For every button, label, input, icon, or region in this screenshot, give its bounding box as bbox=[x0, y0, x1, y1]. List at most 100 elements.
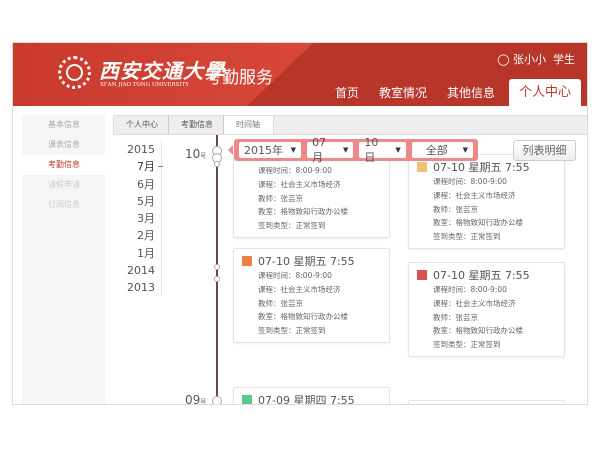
sidebar-item-schedule[interactable]: 课表信息 bbox=[48, 140, 80, 149]
breadcrumb: 个人中心 考勤信息 时间轴 bbox=[113, 115, 587, 135]
chevron-down-icon: ▼ bbox=[343, 146, 349, 154]
text: 签到类型： bbox=[258, 221, 296, 231]
text: 课程： bbox=[433, 190, 456, 200]
type-select[interactable]: 全部 ▼ bbox=[411, 142, 473, 158]
day-number: 09 bbox=[185, 393, 201, 405]
month-item[interactable]: 2月 bbox=[137, 229, 155, 243]
year-select[interactable]: 2015年 ▼ bbox=[239, 142, 302, 158]
text: 张芸京 bbox=[455, 312, 479, 322]
header: 西安交通大學 XI'AN JIAO TONG UNIVERSITY 考勤服务 ◯… bbox=[13, 43, 587, 106]
text: 张芸京 bbox=[455, 204, 479, 214]
text: 社会主义市场经济 bbox=[280, 284, 341, 294]
text: 8:00-9:00 bbox=[470, 177, 507, 186]
day-label: 10号 bbox=[185, 147, 206, 161]
chevron-down-icon: ▼ bbox=[395, 146, 401, 154]
card-teacher: 教师：张芸京 bbox=[242, 297, 383, 311]
tab-personal-center[interactable]: 个人中心 bbox=[508, 79, 581, 106]
tab-classrooms[interactable]: 教室情况 bbox=[378, 86, 427, 100]
year-item[interactable]: 2015 bbox=[127, 143, 155, 156]
day-number: 10 bbox=[185, 147, 201, 161]
attendance-card[interactable]: 07-10 星期五 7:55 课程时间：8:00-9:00 课程：社会主义市场经… bbox=[408, 154, 565, 249]
breadcrumb-attendance[interactable]: 考勤信息 bbox=[169, 116, 224, 134]
month-item-active[interactable]: 7月 bbox=[118, 158, 163, 175]
timeline-node bbox=[214, 161, 220, 167]
app-window: 西安交通大學 XI'AN JIAO TONG UNIVERSITY 考勤服务 ◯… bbox=[12, 42, 588, 405]
university-name-en: XI'AN JIAO TONG UNIVERSITY bbox=[100, 82, 189, 88]
text: 07月 bbox=[312, 135, 327, 164]
text: 教室： bbox=[433, 218, 456, 228]
text: 签到类型： bbox=[433, 232, 471, 242]
checkin-icon bbox=[417, 270, 427, 280]
breadcrumb-personal-center[interactable]: 个人中心 bbox=[114, 116, 169, 134]
user-info[interactable]: ◯ 张小小 学生 bbox=[497, 51, 575, 67]
tab-other-info[interactable]: 其他信息 bbox=[446, 86, 495, 100]
timeline-node bbox=[212, 396, 222, 404]
text: 社会主义市场经济 bbox=[455, 298, 516, 308]
month-item[interactable]: 6月 bbox=[137, 177, 155, 191]
text: 课程时间： bbox=[433, 285, 471, 294]
text: 8:00-9:00 bbox=[295, 166, 332, 175]
attendance-card[interactable]: 07-10 星期五 7:55 课程时间：8:00-9:00 课程：社会主义市场经… bbox=[408, 262, 565, 357]
text: 8:00-9:00 bbox=[470, 285, 507, 294]
day-select[interactable]: 10日 ▼ bbox=[359, 136, 406, 164]
card-course: 课程：社会主义市场经济 bbox=[242, 178, 383, 192]
card-sign-type: 签到类型：正常签到 bbox=[242, 219, 383, 233]
user-role: 学生 bbox=[553, 53, 575, 66]
university-logo-icon[interactable] bbox=[58, 56, 91, 89]
text: 教师： bbox=[433, 204, 456, 214]
checkin-icon bbox=[242, 256, 252, 266]
attendance-card[interactable] bbox=[408, 400, 565, 404]
card-teacher: 教师：张芸京 bbox=[417, 311, 558, 325]
text: 课程： bbox=[258, 284, 281, 294]
attendance-card[interactable]: 课程时间：8:00-9:00 课程：社会主义市场经济 教师：张芸京 教室：格物致… bbox=[233, 155, 390, 238]
month-item[interactable]: 5月 bbox=[137, 194, 155, 208]
main-nav: 首页 教室情况 其他信息 个人中心 bbox=[325, 79, 581, 106]
text: 格物致知行政办公楼 bbox=[280, 207, 349, 217]
text: 正常签到 bbox=[295, 221, 326, 231]
text: 10日 bbox=[364, 135, 379, 164]
month-select[interactable]: 07月 ▼ bbox=[307, 136, 354, 164]
list-detail-button[interactable]: 列表明细 bbox=[513, 140, 576, 161]
card-time: 课程时间：8:00-9:00 bbox=[242, 164, 383, 178]
text: 张芸京 bbox=[280, 298, 304, 308]
card-title: 07-09 星期四 7:55 bbox=[258, 394, 355, 405]
text: 格物致知行政办公楼 bbox=[455, 218, 524, 228]
card-room: 教室：格物致知行政办公楼 bbox=[417, 216, 558, 230]
attendance-card[interactable]: 07-09 星期四 7:55 bbox=[233, 387, 390, 405]
text: 教室： bbox=[258, 207, 281, 217]
text: 课程时间： bbox=[433, 177, 471, 186]
month-item[interactable]: 1月 bbox=[137, 246, 155, 260]
card-teacher: 教师：张芸京 bbox=[417, 203, 558, 217]
text: 课程时间： bbox=[258, 166, 296, 175]
chevron-down-icon: ▼ bbox=[290, 146, 297, 154]
card-room: 教室：格物致知行政办公楼 bbox=[242, 205, 383, 219]
sidebar: 基本信息 课表信息 考勤信息 请假申请 订阅信息 bbox=[22, 115, 105, 404]
text: 正常签到 bbox=[470, 340, 501, 350]
text: 签到类型： bbox=[258, 326, 296, 336]
month-item[interactable]: 3月 bbox=[137, 212, 155, 226]
card-time: 课程时间：8:00-9:00 bbox=[417, 283, 558, 297]
sidebar-item-subscription[interactable]: 订阅信息 bbox=[48, 200, 80, 209]
tab-home[interactable]: 首页 bbox=[334, 86, 359, 100]
text: 正常签到 bbox=[470, 232, 501, 242]
card-course: 课程：社会主义市场经济 bbox=[242, 283, 383, 297]
text: 签到类型： bbox=[433, 340, 471, 350]
text: 教师： bbox=[258, 298, 281, 308]
logo-inner bbox=[66, 64, 83, 81]
text: 格物致知行政办公楼 bbox=[280, 312, 349, 322]
year-item[interactable]: 2013 bbox=[127, 281, 155, 295]
sidebar-item-basic-info[interactable]: 基本信息 bbox=[48, 120, 80, 129]
user-name: 张小小 bbox=[513, 53, 546, 66]
sidebar-item-attendance[interactable]: 考勤信息 bbox=[22, 155, 105, 175]
user-icon: ◯ bbox=[497, 53, 510, 66]
filter-bar: 2015年 ▼ 07月 ▼ 10日 ▼ 全部 ▼ bbox=[228, 136, 478, 164]
text: 教师： bbox=[433, 312, 456, 322]
timeline-node bbox=[214, 264, 220, 270]
text: 课程： bbox=[433, 298, 456, 308]
attendance-card[interactable]: 07-10 星期五 7:55 课程时间：8:00-9:00 课程：社会主义市场经… bbox=[233, 248, 390, 343]
chevron-down-icon: ▼ bbox=[462, 146, 468, 154]
card-time: 课程时间：8:00-9:00 bbox=[242, 269, 383, 283]
year-item[interactable]: 2014 bbox=[127, 264, 155, 278]
breadcrumb-timeline: 时间轴 bbox=[224, 116, 274, 134]
sidebar-item-leave[interactable]: 请假申请 bbox=[48, 180, 80, 189]
